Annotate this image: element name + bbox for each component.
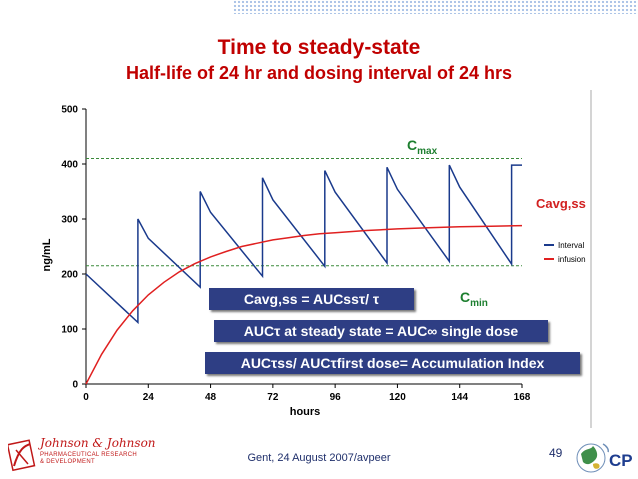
jnj-logo-subtitle-line1: PHARMACEUTICAL RESEARCH xyxy=(40,452,138,458)
footer-text: Gent, 24 August 2007/avpeer xyxy=(247,452,391,464)
series-line-interval xyxy=(85,164,522,325)
chart-series xyxy=(85,164,523,385)
x-tick-label: 72 xyxy=(267,392,279,403)
chart-axes: 0 100 200 300 400 500 0 24 48 72 96 120 144 168 xyxy=(61,105,530,404)
globe-cp-logo-icon: CP xyxy=(576,443,633,473)
legend-label-interval: Interval xyxy=(558,241,584,250)
formula-box-cavg: Cavg,ss = AUCssτ/ τ xyxy=(209,288,414,310)
x-tick-label: 168 xyxy=(514,392,531,403)
x-tick-label: 120 xyxy=(389,392,406,403)
cmin-label: Cmin xyxy=(460,289,488,309)
formula-box-auc: AUCτ at steady state = AUC∞ single dose xyxy=(214,320,548,342)
jnj-logo-subtitle-line2: & DEVELOPMENT xyxy=(40,459,95,465)
x-tick-label: 48 xyxy=(205,392,217,403)
pk-chart: 0 100 200 300 400 500 0 24 48 72 96 120 144 168 Inter… xyxy=(41,105,586,419)
jnj-logo-subtitle: PHARMACEUTICAL RESEARCH & DEVELOPMENT xyxy=(40,452,137,466)
slide-subtitle: Half-life of 24 hr and dosing interval o… xyxy=(125,63,513,83)
x-tick-label: 24 xyxy=(143,392,155,403)
page-number: 49 xyxy=(549,446,563,460)
x-tick-label: 96 xyxy=(330,392,342,403)
series-line-infusion xyxy=(85,224,523,385)
y-tick-label: 500 xyxy=(61,105,78,116)
x-tick-label: 144 xyxy=(451,392,468,403)
legend-label-infusion: infusion xyxy=(558,255,586,264)
reference-lines xyxy=(86,158,522,267)
formula-box-accumulation: AUCτss/ AUCτfirst dose= Accumulation Ind… xyxy=(205,352,580,374)
slide-title: Time to steady-state xyxy=(217,36,421,59)
jnj-logo-icon xyxy=(8,439,36,472)
header-dot-pattern xyxy=(233,0,638,14)
y-tick-label: 100 xyxy=(61,325,78,336)
y-tick-label: 300 xyxy=(61,215,78,226)
x-tick-label: 0 xyxy=(83,392,89,403)
y-tick-label: 0 xyxy=(72,380,78,391)
chart-legend: Interval infusion xyxy=(544,241,586,264)
svg-text:CP: CP xyxy=(609,451,633,470)
y-tick-label: 200 xyxy=(61,270,78,281)
y-tick-label: 400 xyxy=(61,160,78,171)
y-axis-label: ng/mL xyxy=(41,238,53,271)
jnj-logo-name: Johnson & Johnson xyxy=(40,436,156,450)
chart-panel: 0 100 200 300 400 500 0 24 48 72 96 120 144 168 Inter… xyxy=(30,90,592,428)
cavg-label: Cavg,ss xyxy=(536,196,586,211)
x-axis-label: hours xyxy=(290,406,321,418)
cmax-label: Cmax xyxy=(407,137,438,157)
